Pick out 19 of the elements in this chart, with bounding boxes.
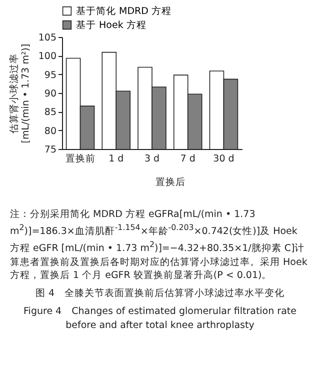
legend-label: 基于 Hoek 方程 xyxy=(76,19,146,31)
text: 注：分别采用简化 MDRD 方程 eGFRa[mL/(min • 1.73 m$^{2}$)]=186.3×血清肌酐$^{-1.154}$×年龄$^{-0.203}$×0.742(女性)]及 Hoek 方程 eGFR [mL/(min • 1.73 m$^{2}$)]=−4.32+80.35×1/胱抑素 C]计算患者置换前及置换后各时期对应的估算肾小球滤过率。采用 Hoek 方程，置换后 1 个月 eGFR 较置换前显著升高(P < 0.01)。 xyxy=(10,209,308,282)
x-axis-title: 置换后 xyxy=(156,176,186,188)
y-tick-label: 95 xyxy=(44,70,56,81)
x-tick-label: 置换前 xyxy=(65,152,96,164)
x-tick-label: 30 d xyxy=(213,154,234,164)
y-tick-label: 75 xyxy=(44,144,56,156)
y-tick-label: 90 xyxy=(44,88,56,100)
y-tick-label: 105 xyxy=(38,32,56,44)
y-tick-label: 85 xyxy=(44,107,56,118)
caption: 图 4 全膝关节表面置换前后估算肾小球滤过率水平变化 xyxy=(34,287,286,301)
y-tick-label: 80 xyxy=(44,126,56,137)
y-tick-label: 100 xyxy=(38,51,56,62)
x-tick-label: 3 d xyxy=(144,154,160,164)
x-tick-label: 7 d xyxy=(180,154,196,164)
caption: Figure 4 Changes of estimated glomerular filtration rate before and after total knee arthroplasty xyxy=(22,304,298,332)
y-axis-title: 估算肾小球滤过率 [mL/(min • 1.73 m²)] xyxy=(8,44,32,144)
x-tick-label: 1 d xyxy=(108,154,124,164)
legend-label: 基于简化 MDRD 方程 xyxy=(76,5,172,17)
